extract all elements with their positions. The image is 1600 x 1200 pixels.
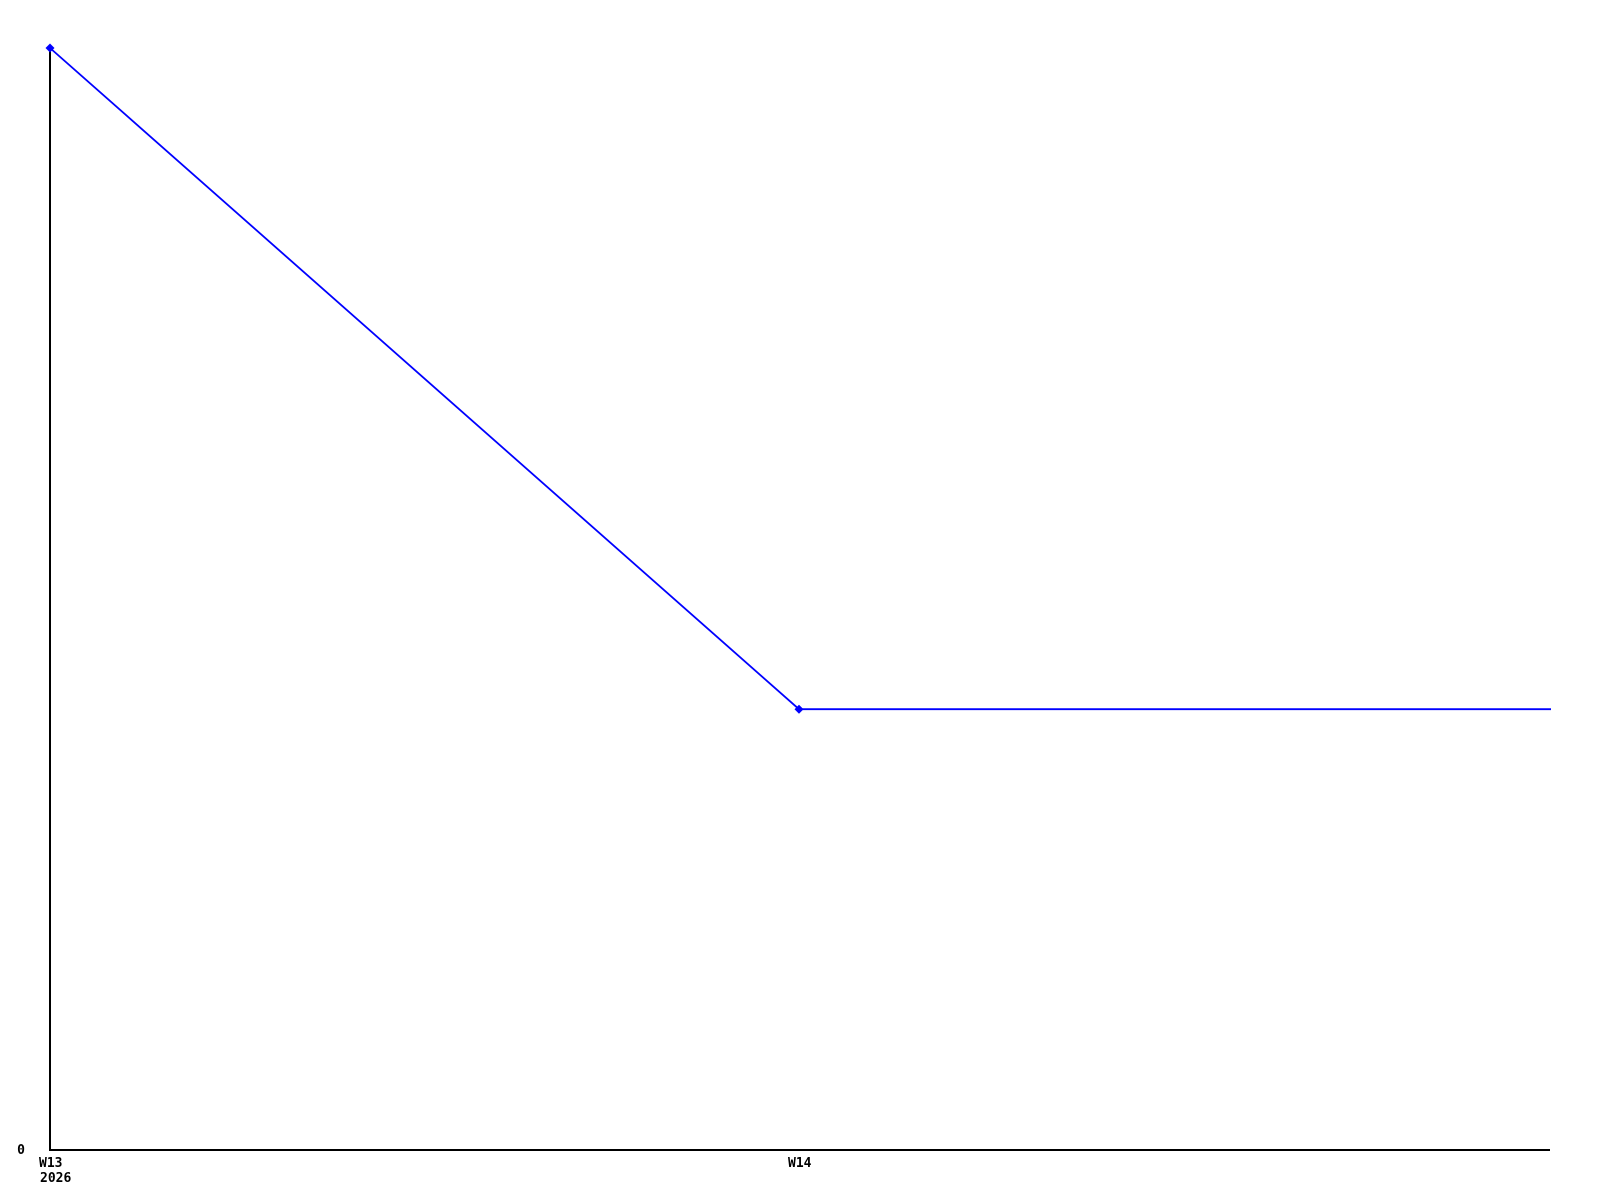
chart-axes (49, 48, 1550, 1151)
x-axis-tick-label: W13 (39, 1156, 62, 1171)
data-point-marker (45, 43, 55, 53)
y-axis-tick-label: 0 (17, 1143, 25, 1158)
data-point-marker (794, 704, 804, 714)
x-axis-tick-sublabel: 2026 (40, 1171, 71, 1186)
chart-series (45, 43, 1551, 714)
x-axis-tick-label: W14 (788, 1156, 812, 1171)
series-line (49, 47, 1551, 711)
axis-line (49, 48, 1550, 1151)
